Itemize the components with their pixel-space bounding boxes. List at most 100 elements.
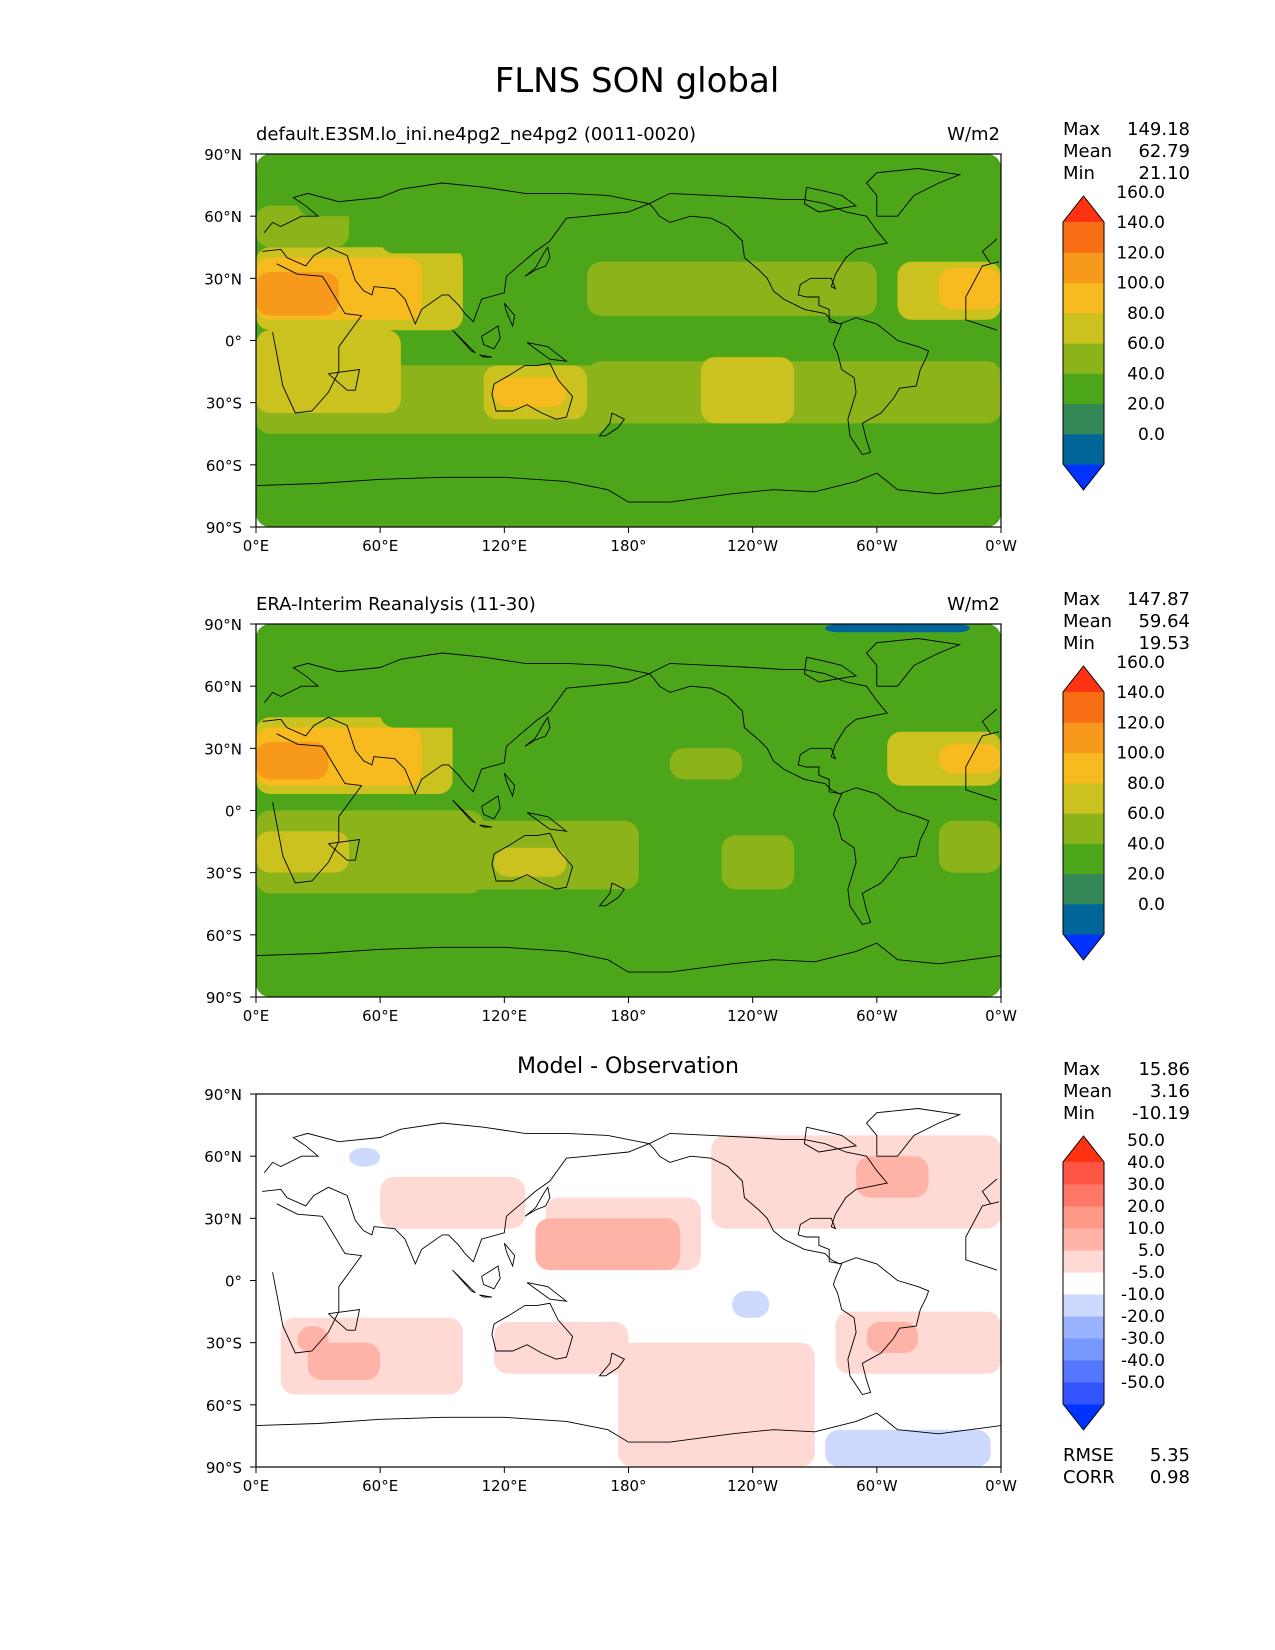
contour-region <box>256 951 1001 997</box>
coastline <box>526 812 568 832</box>
colorbar-segment <box>1063 1250 1104 1273</box>
contour-region <box>307 1342 381 1380</box>
rmse-label: RMSE <box>1063 1445 1114 1466</box>
lon-tick-label: 0°W <box>985 537 1017 555</box>
colorbar-segment <box>1063 373 1104 405</box>
contour-region <box>349 1147 381 1167</box>
colorbar-label: 80.0 <box>1127 304 1165 324</box>
panel-title: default.E3SM.lo_ini.ne4pg2_ne4pg2 (0011-… <box>256 124 696 145</box>
colorbar-segment <box>1063 343 1104 374</box>
stat-mean-label: Mean <box>1063 611 1112 632</box>
colorbar-segment <box>1063 433 1104 465</box>
lat-tick-label: 60°N <box>204 678 242 696</box>
contour-region <box>494 1321 629 1374</box>
colorbar-outline <box>1062 1135 1105 1431</box>
colorbar-segment <box>1063 1360 1104 1383</box>
coastline <box>598 1352 626 1377</box>
stat-min-value: 21.10 <box>1138 163 1190 184</box>
colorbar-label: 120.0 <box>1116 713 1165 733</box>
colorbar-segment <box>1063 1338 1104 1361</box>
contour-region <box>938 820 1001 873</box>
lon-tick-label: 120°W <box>727 537 778 555</box>
coastline <box>524 716 551 747</box>
colorbar-label: 60.0 <box>1127 334 1165 354</box>
coastline <box>803 186 858 213</box>
lat-tick-label: 0° <box>225 803 242 821</box>
contour-region <box>587 361 1001 424</box>
colorbar-segment <box>1063 403 1104 435</box>
lon-tick-label: 120°E <box>482 1477 528 1495</box>
figure-title: FLNS SON global <box>495 61 780 101</box>
colorbar-segment <box>1063 1162 1104 1185</box>
lat-tick-label: 90°N <box>204 1086 242 1104</box>
coastline <box>491 362 574 420</box>
colorbar-extend-max <box>1063 196 1104 222</box>
colorbar-outline <box>1062 195 1105 491</box>
contour-region <box>297 154 691 217</box>
coastline <box>262 652 651 796</box>
stat-max-label: Max <box>1063 119 1101 140</box>
colorbar-label: 40.0 <box>1127 1153 1165 1173</box>
colorbar-segment <box>1063 1184 1104 1207</box>
coastline <box>479 1294 492 1298</box>
stats-box: Max 149.18 Mean 62.79 Min 21.10 <box>1063 119 1190 184</box>
contour-region <box>825 1429 991 1467</box>
coastline <box>272 263 363 414</box>
lon-tick-label: 60°E <box>362 537 398 555</box>
coastline <box>965 1201 1000 1271</box>
colorbar-label: -5.0 <box>1132 1263 1165 1283</box>
coastline <box>255 472 1002 503</box>
lon-tick-label: 60°E <box>362 1477 398 1495</box>
stat-mean-label: Mean <box>1063 1081 1112 1102</box>
coastline <box>965 261 1000 331</box>
lat-tick-label: 60°S <box>206 457 242 475</box>
colorbar-segment <box>1063 1272 1104 1295</box>
stat-mean-label: Mean <box>1063 141 1112 162</box>
coastline <box>648 192 930 456</box>
colorbar-segment <box>1063 252 1104 284</box>
panel-title: Model - Observation <box>517 1054 739 1079</box>
lat-tick-label: 90°S <box>206 519 242 537</box>
lon-tick-label: 120°E <box>482 1007 528 1025</box>
colorbar-label: 160.0 <box>1116 183 1165 203</box>
contour-region <box>256 423 1001 476</box>
stat-min-label: Min <box>1063 163 1095 184</box>
colorbar-label: 0.0 <box>1138 895 1165 915</box>
coastline <box>598 412 626 437</box>
coastline <box>481 795 501 820</box>
colorbar-label: 5.0 <box>1138 1241 1165 1261</box>
contour-region <box>380 682 588 728</box>
lon-tick-label: 180° <box>610 1477 646 1495</box>
colorbar-label: 30.0 <box>1127 1175 1165 1195</box>
colorbar-segment <box>1063 873 1104 905</box>
coastline <box>479 824 492 828</box>
colorbar-segment <box>1063 1206 1104 1229</box>
lat-tick-label: 30°S <box>206 865 242 883</box>
lat-tick-label: 30°N <box>204 1210 242 1228</box>
coastline <box>803 656 858 683</box>
contour-region <box>690 624 1001 682</box>
stat-min-label: Min <box>1063 1103 1095 1124</box>
lon-tick-label: 60°E <box>362 1007 398 1025</box>
colorbar: -50.0-40.0-30.0-20.0-10.0-5.05.010.020.0… <box>1062 1131 1165 1431</box>
contour-region <box>618 1342 815 1467</box>
colorbar-segment <box>1063 282 1104 314</box>
colorbar-label: 10.0 <box>1127 1219 1165 1239</box>
coastline <box>503 1242 516 1268</box>
colorbar-extend-min <box>1063 934 1104 960</box>
lat-tick-label: 30°N <box>204 740 242 758</box>
colorbar-segment <box>1063 312 1104 344</box>
colorbar-label: 100.0 <box>1116 274 1165 294</box>
coastline <box>328 1308 361 1331</box>
coastline <box>255 942 1002 973</box>
coastline <box>981 1178 998 1205</box>
lat-tick-label: 90°S <box>206 989 242 1007</box>
metrics-box: RMSE 5.35 CORR 0.98 <box>1063 1445 1190 1488</box>
lon-tick-label: 120°W <box>727 1007 778 1025</box>
colorbar: 0.0 20.0 40.0 60.0 80.0 100.0 120.0 140.0 160.0 <box>1062 183 1165 491</box>
coastline <box>491 1302 574 1360</box>
colorbar-label: 120.0 <box>1116 243 1165 263</box>
map-area <box>255 153 1002 528</box>
colorbar-segment <box>1063 692 1104 723</box>
